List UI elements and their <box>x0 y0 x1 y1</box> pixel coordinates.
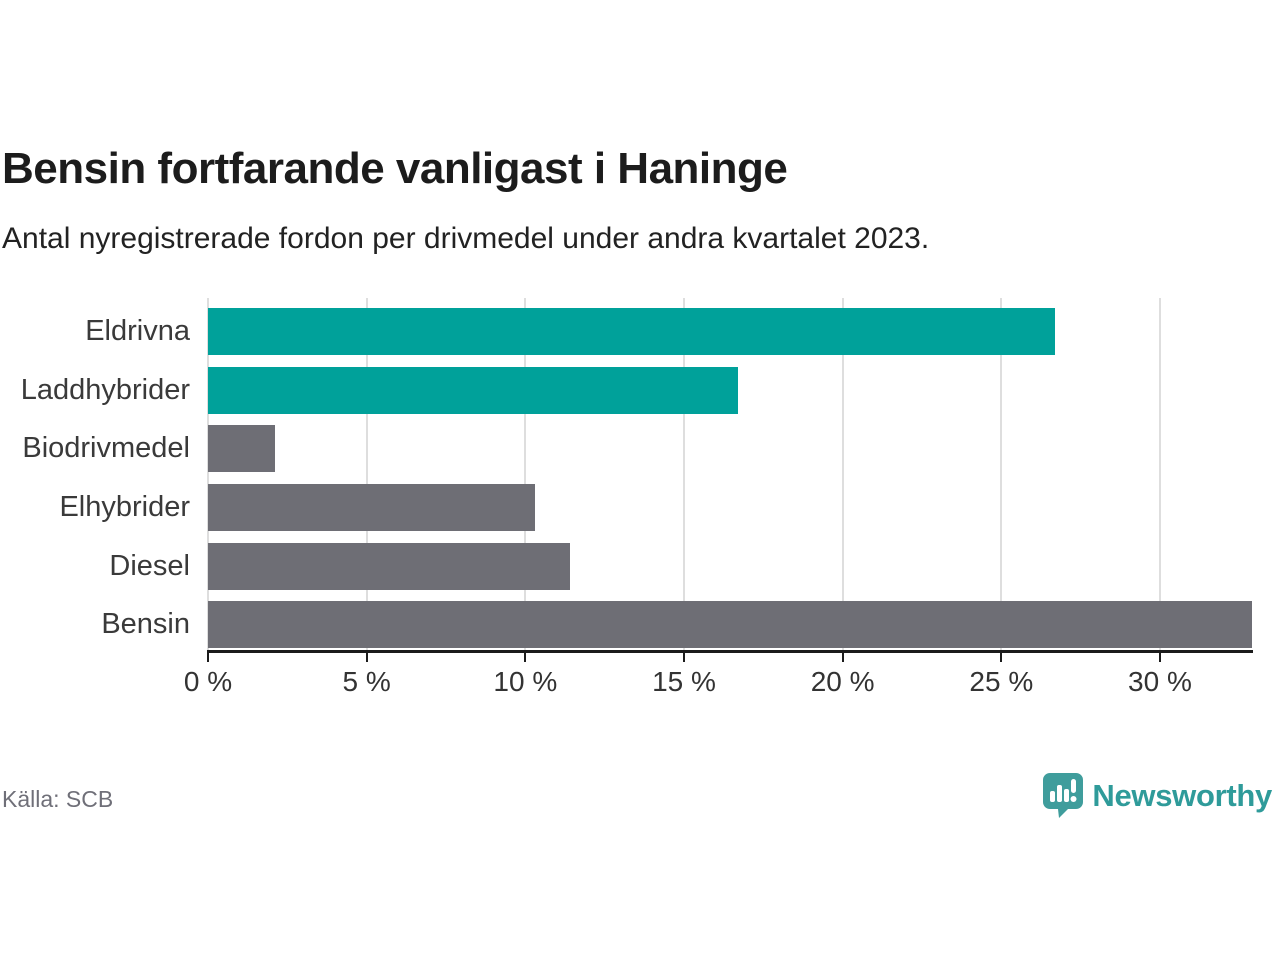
x-tick-label-25: 25 % <box>969 666 1034 697</box>
brand-logo: Newsworthy <box>1042 772 1272 819</box>
x-tick-30 <box>1158 653 1161 662</box>
brand-name: Newsworthy <box>1092 777 1272 813</box>
gridline-10 <box>524 298 527 650</box>
category-label-laddhybrider: Laddhybrider <box>20 373 190 406</box>
category-label-bensin: Bensin <box>101 608 190 641</box>
category-label-diesel: Diesel <box>109 549 190 582</box>
bar-bensin <box>208 601 1252 649</box>
gridline-15 <box>682 298 685 650</box>
x-tick-5 <box>365 653 368 662</box>
gridline-25 <box>1000 298 1003 650</box>
gridline-5 <box>365 298 368 650</box>
x-tick-15 <box>682 653 685 662</box>
bar-diesel <box>208 542 570 590</box>
gridline-20 <box>841 298 844 650</box>
x-tick-label-0: 0 % <box>183 666 233 697</box>
x-tick-label-30: 30 % <box>1128 666 1192 697</box>
bar-eldrivna <box>208 308 1056 355</box>
x-tick-25 <box>1000 653 1003 662</box>
x-tick-label-20: 20 % <box>810 666 875 697</box>
newsworthy-bubble-icon <box>1043 773 1084 818</box>
x-tick-10 <box>524 653 527 662</box>
x-tick-label-10: 10 % <box>493 666 558 697</box>
x-tick-label-15: 15 % <box>652 666 716 697</box>
source-note: Källa: SCB <box>2 786 114 812</box>
x-axis-line <box>207 650 1253 653</box>
x-tick-label-5: 5 % <box>342 666 391 697</box>
category-label-elhybrider: Elhybrider <box>59 491 190 523</box>
gridline-30 <box>1158 298 1161 650</box>
chart-subtitle: Antal nyregistrerade fordon per drivmede… <box>2 222 930 255</box>
x-tick-20 <box>841 653 844 662</box>
gridline-0 <box>207 298 209 650</box>
category-label-eldrivna: Eldrivna <box>85 315 190 347</box>
bar-elhybrider <box>208 484 535 531</box>
chart-title: Bensin fortfarande vanligast i Haninge <box>2 144 788 193</box>
bar-biodrivmedel <box>208 425 275 473</box>
bar-laddhybrider <box>208 366 738 414</box>
x-tick-0 <box>207 653 209 662</box>
plot-area <box>207 298 1252 650</box>
category-label-biodrivmedel: Biodrivmedel <box>22 432 190 465</box>
